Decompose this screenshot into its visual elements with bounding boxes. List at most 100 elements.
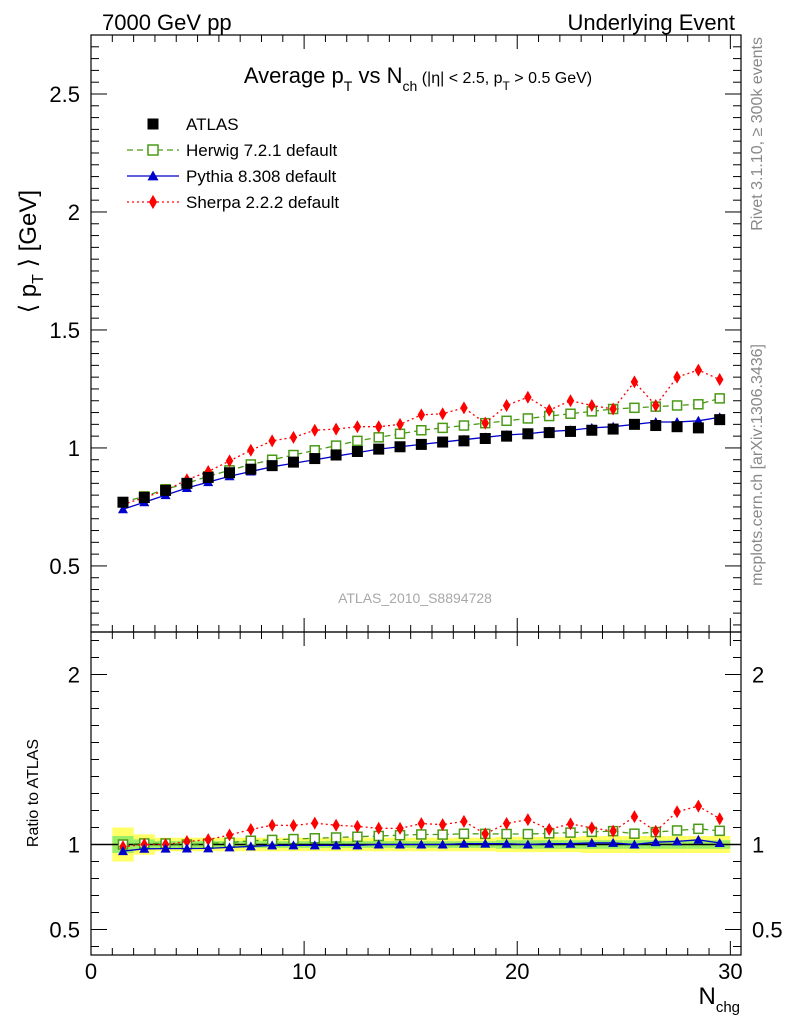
plot-title-main: Average p bbox=[244, 63, 344, 88]
legend-label: Herwig 7.2.1 default bbox=[186, 141, 337, 160]
y-axis-label-pre: ⟨ p bbox=[15, 284, 42, 313]
data-point bbox=[671, 825, 683, 836]
data-point bbox=[501, 838, 512, 848]
data-point bbox=[543, 427, 555, 439]
data-point bbox=[267, 840, 278, 850]
data-point bbox=[288, 840, 299, 850]
data-point bbox=[330, 449, 342, 461]
plot-title-vs: vs N bbox=[352, 63, 402, 88]
ratio-tick-label: 1 bbox=[68, 833, 80, 858]
data-point bbox=[565, 425, 577, 437]
ratio-tick-label: 2 bbox=[68, 663, 80, 688]
data-point bbox=[608, 837, 619, 847]
data-point bbox=[396, 417, 404, 431]
main-series-layer bbox=[117, 363, 726, 514]
data-point bbox=[437, 839, 448, 849]
data-point bbox=[438, 818, 447, 832]
data-point bbox=[588, 398, 596, 412]
data-point bbox=[147, 170, 159, 181]
data-point bbox=[630, 810, 639, 824]
data-point bbox=[416, 839, 427, 849]
data-point bbox=[694, 799, 703, 813]
data-point bbox=[309, 840, 320, 850]
data-point bbox=[565, 838, 576, 848]
data-point bbox=[544, 838, 555, 848]
ratio-tick-label-right: 1 bbox=[752, 833, 764, 858]
data-point bbox=[202, 471, 214, 483]
legend-label: Sherpa 2.2.2 default bbox=[186, 193, 339, 212]
axis-ticks bbox=[90, 34, 741, 955]
data-point bbox=[203, 843, 214, 853]
data-point bbox=[309, 453, 321, 465]
data-point bbox=[673, 805, 681, 819]
data-point bbox=[714, 837, 725, 847]
legend-label: ATLAS bbox=[186, 115, 239, 134]
data-point bbox=[417, 408, 426, 422]
data-point bbox=[501, 430, 513, 442]
data-point bbox=[458, 420, 470, 431]
data-point bbox=[374, 821, 383, 835]
x-axis-label-sub: chg bbox=[716, 999, 740, 1016]
data-point bbox=[522, 839, 533, 849]
data-point bbox=[438, 407, 447, 421]
data-point bbox=[224, 467, 236, 479]
data-point bbox=[437, 422, 448, 434]
data-point bbox=[502, 816, 511, 830]
data-point bbox=[501, 828, 512, 840]
data-point bbox=[266, 460, 278, 472]
y-axis-label-sub: T bbox=[30, 274, 47, 284]
axis-tick-labels: 0 10 20 30 0.5 1 1.5 2 2.5 0.5 0.5 1 1 2 2 bbox=[49, 82, 782, 984]
data-point bbox=[650, 837, 661, 847]
data-point bbox=[332, 422, 340, 436]
data-point bbox=[330, 440, 342, 451]
data-point bbox=[160, 843, 171, 853]
y-tick-label: 0.5 bbox=[49, 554, 80, 579]
data-point bbox=[373, 443, 385, 455]
data-point bbox=[714, 825, 725, 837]
y-tick-label: 2 bbox=[68, 200, 80, 225]
legend-label: Pythia 8.308 default bbox=[186, 167, 337, 186]
legend: ATLAS Herwig 7.2.1 default Pythia 8.308 de… bbox=[127, 115, 339, 212]
data-point bbox=[225, 828, 234, 842]
ratio-tick-label-right: 2 bbox=[752, 663, 764, 688]
data-point bbox=[117, 504, 128, 514]
data-point bbox=[374, 420, 383, 434]
x-tick-label: 10 bbox=[292, 959, 316, 984]
data-point bbox=[351, 445, 363, 457]
data-point bbox=[481, 827, 490, 841]
ratio-axis-label: Ratio to ATLAS bbox=[25, 739, 42, 847]
data-point bbox=[715, 373, 724, 387]
series-line bbox=[122, 397, 720, 503]
data-point bbox=[671, 421, 683, 433]
data-point bbox=[117, 496, 129, 508]
data-point bbox=[181, 477, 193, 489]
plot-title-main-sub: T bbox=[344, 78, 353, 94]
y-axis-label: ⟨ pT ⟩ [GeV] bbox=[15, 190, 47, 313]
ratio-series-layer bbox=[117, 799, 725, 856]
data-point bbox=[607, 423, 619, 435]
data-point bbox=[352, 840, 363, 850]
data-point bbox=[458, 435, 470, 447]
data-point bbox=[609, 402, 617, 416]
ratio-series-2 bbox=[117, 834, 725, 856]
data-point bbox=[630, 375, 639, 389]
plot-title: Average pT vs Nch (|η| < 2.5, pT > 0.5 G… bbox=[244, 63, 592, 94]
data-point bbox=[148, 194, 158, 210]
data-point bbox=[332, 818, 340, 832]
data-point bbox=[289, 430, 298, 444]
data-point bbox=[417, 817, 426, 831]
data-point bbox=[204, 833, 212, 847]
data-point bbox=[225, 454, 234, 468]
data-point bbox=[524, 390, 532, 404]
data-point bbox=[139, 843, 150, 853]
data-point bbox=[458, 838, 469, 848]
data-point bbox=[481, 416, 490, 430]
data-point bbox=[311, 816, 319, 830]
data-point bbox=[117, 846, 128, 856]
data-point bbox=[147, 144, 159, 156]
ratio-plot-frame bbox=[90, 631, 742, 956]
data-point bbox=[694, 363, 703, 377]
series-line bbox=[122, 369, 720, 506]
data-point bbox=[183, 835, 191, 848]
